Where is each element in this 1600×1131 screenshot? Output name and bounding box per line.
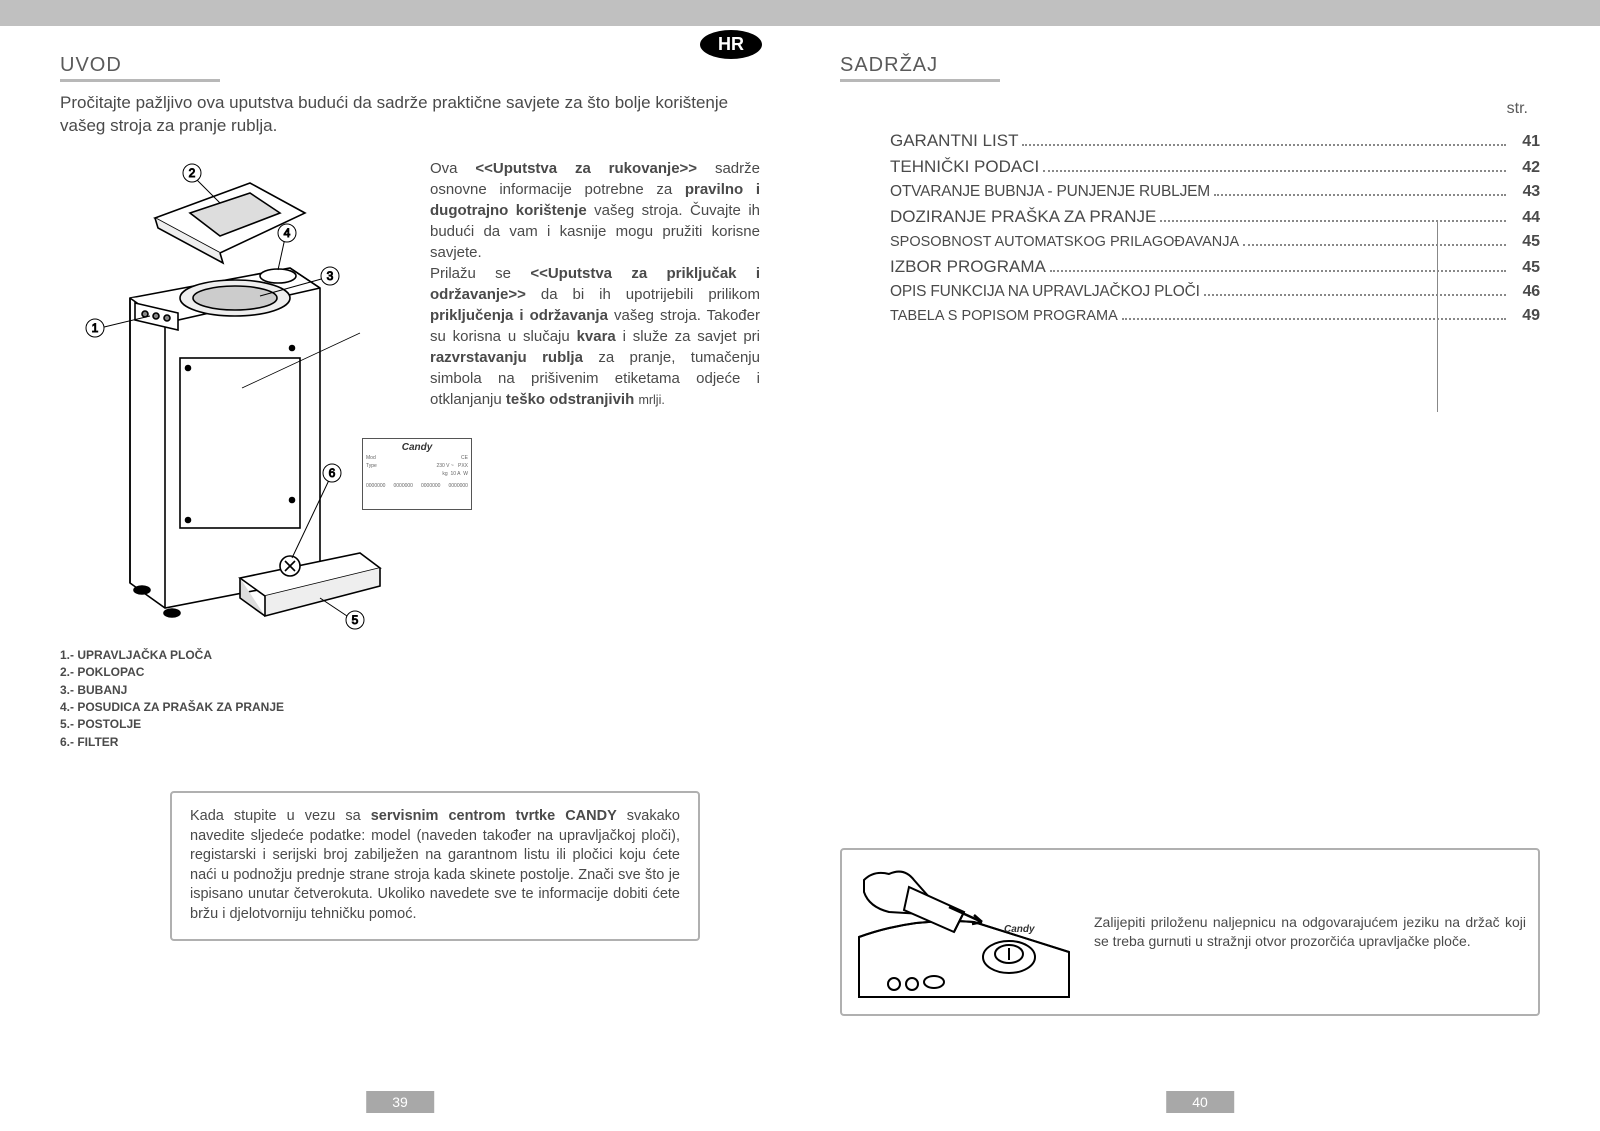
sticker-text: Zalijepiti priloženu naljepnicu na odgov… [1094,913,1526,951]
page-right: SADRŽAJ str. GARANTNI LIST41TEHNIČKI POD… [800,0,1600,1131]
toc-dots [1160,220,1506,222]
toc-label: GARANTNI LIST [890,128,1018,154]
toc-dots [1022,144,1506,146]
diagram-column: 1 2 3 4 5 6 [60,158,410,751]
toc-label: DOZIRANJE PRAŠKA ZA PRANJE [890,204,1156,230]
toc-page: 49 [1512,304,1540,328]
page-number-right: 40 [1166,1091,1234,1113]
page-number-left: 39 [366,1091,434,1113]
legend-item: 2.- POKLOPAC [60,664,410,681]
toc-page: 41 [1512,130,1540,154]
toc-page: 43 [1512,180,1540,204]
toc-row: GARANTNI LIST 41 [890,128,1540,154]
brand-logo: Candy [366,442,468,453]
toc-label: TEHNIČKI PODACI [890,154,1039,180]
body-text: Ova <<Uputstva za rukovanje>> sadrže osn… [430,158,760,410]
main-row: 1 2 3 4 5 6 [60,158,760,751]
svg-text:6: 6 [329,466,336,480]
toc-dots [1214,194,1506,196]
toc-row: IZBOR PROGRAMA 45 [890,254,1540,280]
toc-row: OPIS FUNKCIJA NA UPRAVLJAČKOJ PLOČI 46 [890,280,1540,304]
sticker-info-box: Candy Zalijepiti priloženu naljepnicu na… [840,848,1540,1016]
legend-list: 1.- UPRAVLJAČKA PLOČA2.- POKLOPAC3.- BUB… [60,647,410,751]
svg-text:3: 3 [327,269,334,283]
legend-item: 3.- BUBANJ [60,682,410,699]
intro-text: Pročitajte pažljivo ova uputstva budući … [60,92,760,138]
legend-item: 6.- FILTER [60,734,410,751]
toc-page: 45 [1512,256,1540,280]
svg-text:5: 5 [352,613,359,627]
svg-text:4: 4 [284,226,291,240]
toc-dots [1204,294,1506,296]
washing-machine-diagram: 1 2 3 4 5 6 [60,158,400,638]
toc-label: SPOSOBNOST AUTOMATSKOG PRILAGOĐAVANJA [890,232,1239,254]
toc-dots [1243,244,1506,246]
top-bar-right [800,0,1600,26]
toc-page: 42 [1512,156,1540,180]
toc-page: 45 [1512,230,1540,254]
table-of-contents: GARANTNI LIST41TEHNIČKI PODACI42OTVARANJ… [890,128,1540,328]
toc-label: TABELA S POPISOM PROGRAMA [890,306,1118,328]
toc-label: IZBOR PROGRAMA [890,254,1046,280]
toc-row: OTVARANJE BUBNJA - PUNJENJE RUBLJEM 43 [890,180,1540,204]
rating-plate: Candy ModCE Type230 V ~ PXX kg 10 A W 00… [362,438,472,510]
toc-row: TEHNIČKI PODACI 42 [890,154,1540,180]
page-label-str: str. [840,100,1540,118]
toc-row: SPOSOBNOST AUTOMATSKOG PRILAGOĐAVANJA 45 [890,230,1540,254]
top-bar-left [0,0,800,26]
svg-text:2: 2 [189,166,196,180]
page-left: HR UVOD Pročitajte pažljivo ova uputstva… [0,0,800,1131]
toc-row: DOZIRANJE PRAŠKA ZA PRANJE 44 [890,204,1540,230]
toc-dots [1122,318,1506,320]
legend-item: 5.- POSTOLJE [60,716,410,733]
toc-divider [1437,220,1438,412]
toc-page: 44 [1512,206,1540,230]
section-title-sadrzaj: SADRŽAJ [840,54,1000,82]
toc-label: OTVARANJE BUBNJA - PUNJENJE RUBLJEM [890,180,1210,203]
legend-item: 4.- POSUDICA ZA PRAŠAK ZA PRANJE [60,699,410,716]
language-badge: HR [700,30,762,59]
toc-page: 46 [1512,280,1540,304]
svg-text:Candy: Candy [1004,924,1035,935]
toc-label: OPIS FUNKCIJA NA UPRAVLJAČKOJ PLOČI [890,280,1200,303]
sticker-illustration: Candy [854,862,1074,1002]
service-info-box: Kada stupite u vezu sa servisnim centrom… [170,791,700,940]
toc-dots [1043,170,1506,172]
svg-text:1: 1 [92,321,99,335]
toc-row: TABELA S POPISOM PROGRAMA 49 [890,304,1540,328]
legend-item: 1.- UPRAVLJAČKA PLOČA [60,647,410,664]
section-title-uvod: UVOD [60,54,220,82]
